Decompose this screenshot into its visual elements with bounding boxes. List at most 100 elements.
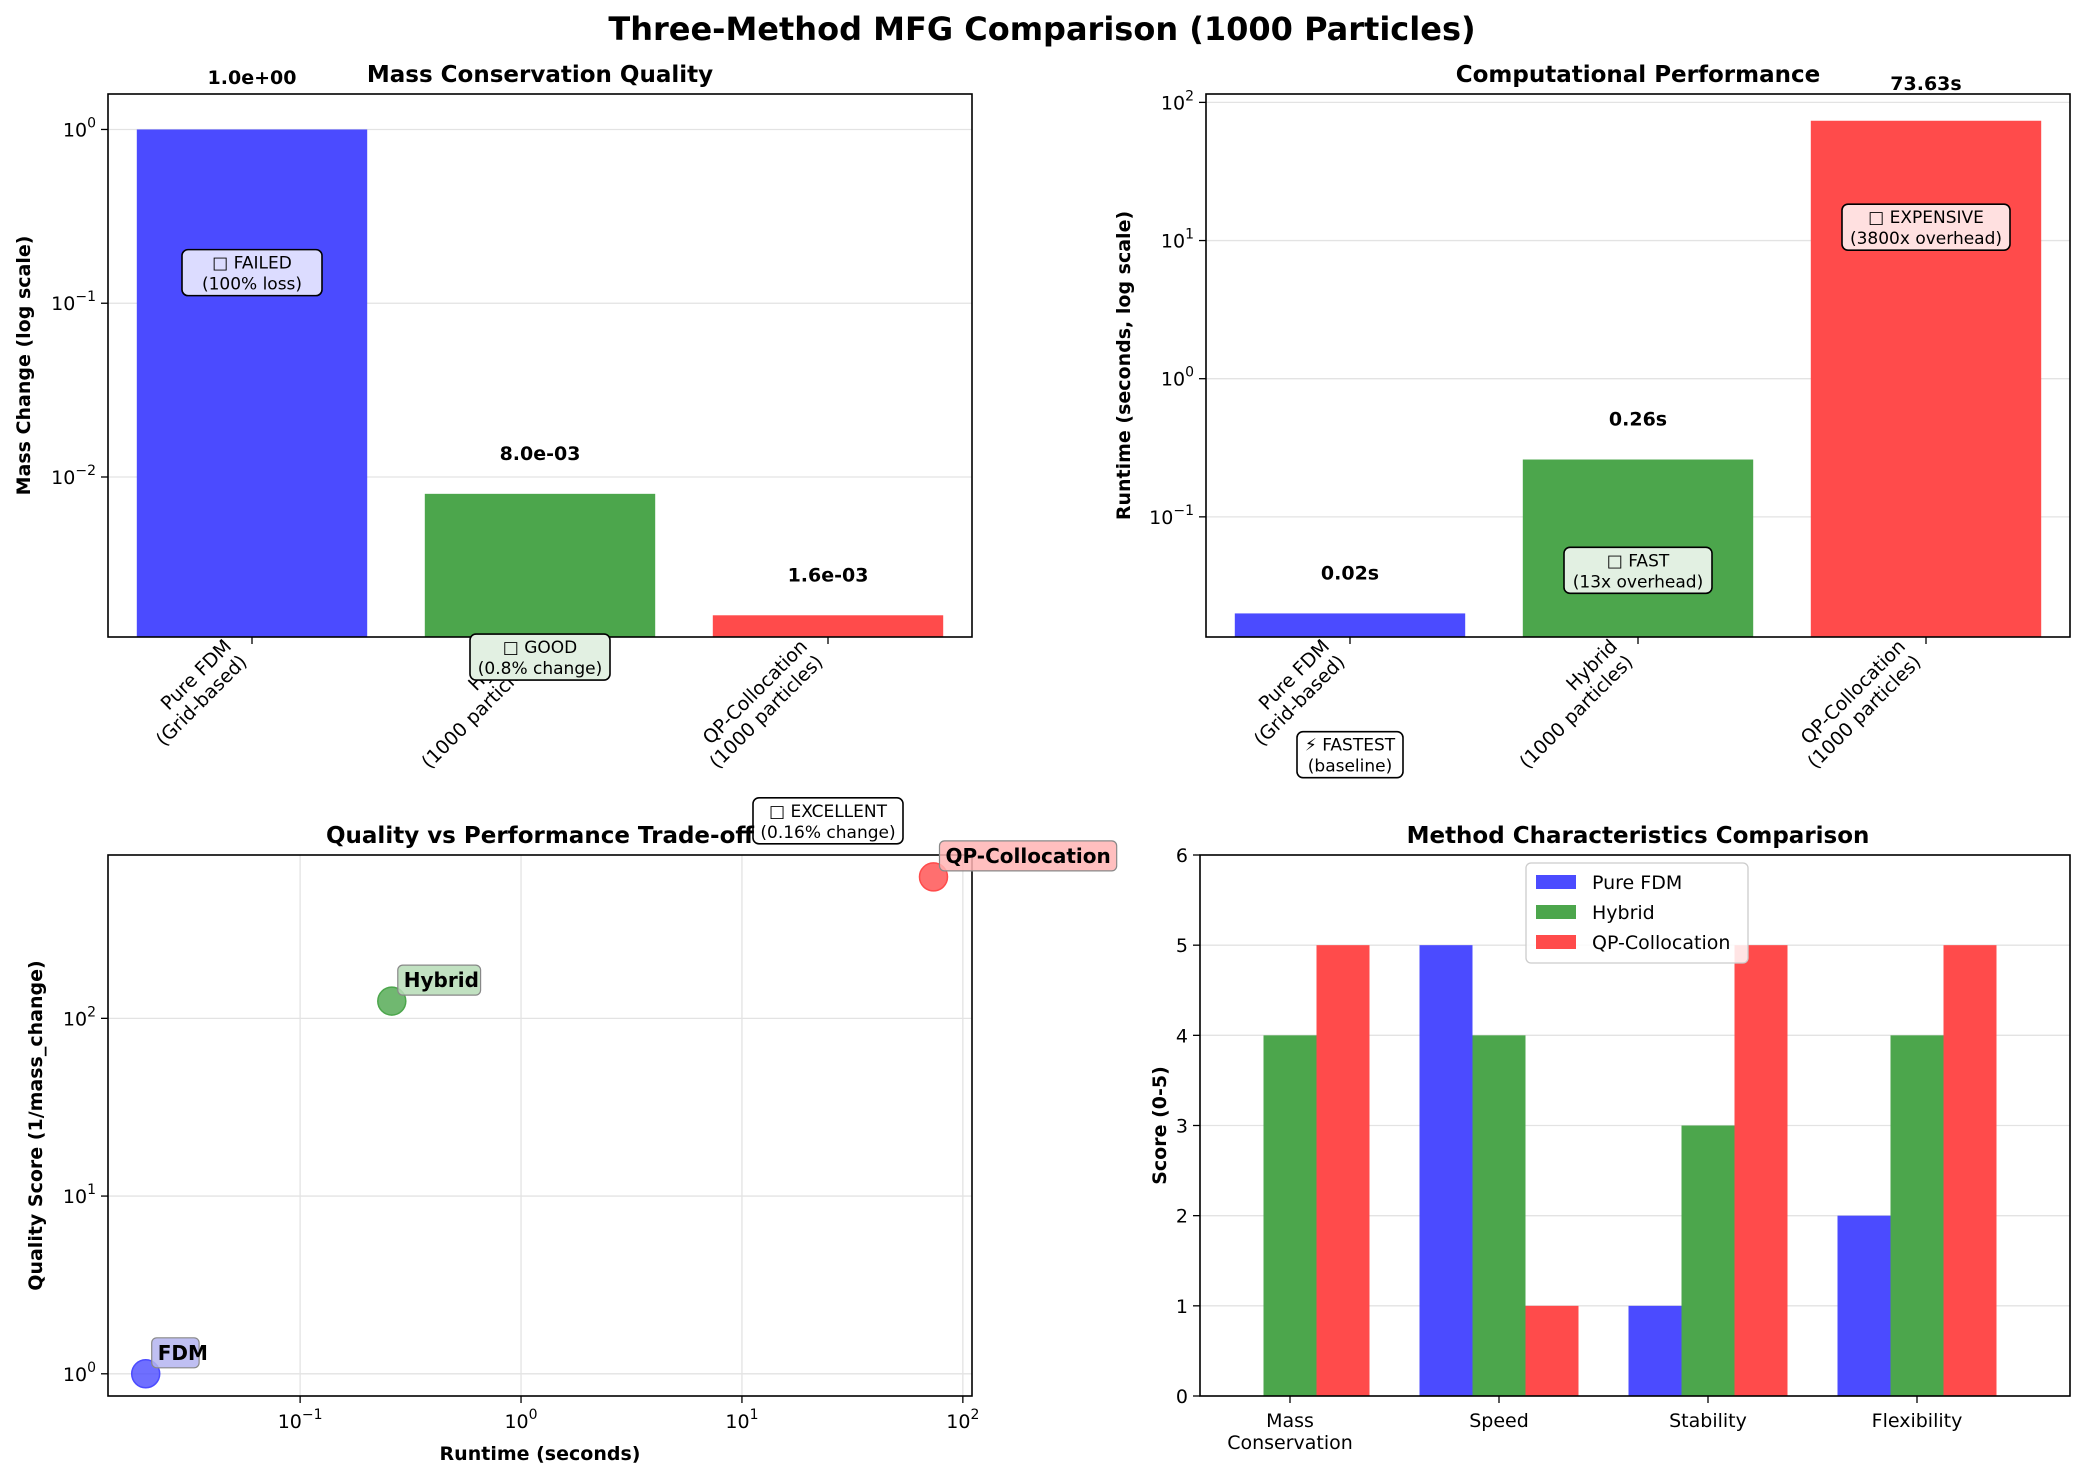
- point-label-box-0: [151, 1337, 200, 1369]
- x-tick-label: 101: [725, 1407, 758, 1433]
- point-1: [377, 986, 407, 1016]
- y-axis-label: Score (0-5): [1149, 1066, 1171, 1185]
- annotation-2-line2: (0.16% change): [760, 823, 895, 843]
- y-tick-label: 10−2: [51, 463, 96, 489]
- axes-frame: [1205, 93, 2071, 638]
- y-tick-label: 1: [1176, 1296, 1188, 1318]
- legend-swatch-0: [1536, 875, 1576, 889]
- category-label-2: QP-Collocation(1000 particles): [1788, 635, 1926, 773]
- bar-2: [712, 615, 944, 637]
- annotation-0-line1: □ FAILED: [212, 254, 292, 274]
- bar-2: [1810, 120, 2042, 637]
- bar-2-3: [1943, 945, 1997, 1396]
- y-tick-label: 101: [63, 1182, 96, 1208]
- value-label-0: 0.02s: [1321, 562, 1379, 584]
- bar-1: [424, 493, 656, 637]
- category-label-3: Flexibility: [1872, 1410, 1963, 1432]
- annotation-1-line2: (13x overhead): [1573, 572, 1703, 592]
- y-tick-label: 102: [63, 1004, 96, 1030]
- annotation-2-line1: □ EXCELLENT: [769, 802, 888, 822]
- point-2: [918, 862, 949, 892]
- category-label-1: Hybrid(1000 particles): [1500, 635, 1638, 773]
- y-tick-label: 5: [1176, 935, 1188, 957]
- legend: Pure FDM Hybrid QP-Collocation: [1525, 862, 1749, 964]
- category-label-1: Speed: [1469, 1410, 1529, 1432]
- x-tick-label: 100: [504, 1407, 537, 1433]
- point-label-box-2: [938, 840, 1118, 872]
- bar-1-0: [1263, 1035, 1317, 1396]
- y-tick-label: 102: [1161, 88, 1194, 114]
- y-tick-label: 4: [1176, 1025, 1188, 1047]
- y-axis-label: Mass Change (log scale): [13, 236, 35, 496]
- annotation-1-box: [469, 633, 611, 681]
- legend-label-0: Pure FDM: [1592, 872, 1682, 894]
- chart-title: Method Characteristics Comparison: [1407, 823, 1870, 849]
- bar-1-2: [1681, 1125, 1735, 1396]
- category-label-0: Mass: [1266, 1410, 1314, 1432]
- chart-title: Computational Performance: [1456, 62, 1821, 88]
- legend-frame: [1525, 862, 1749, 964]
- point-0: [130, 1359, 161, 1389]
- point-label-1: Hybrid: [404, 968, 479, 992]
- bar-0-3: [1837, 1215, 1891, 1396]
- legend-swatch-2: [1536, 935, 1576, 949]
- bar-2-0: [1316, 945, 1370, 1396]
- annotation-1-box: [1563, 546, 1713, 595]
- y-tick-label: 100: [63, 1360, 96, 1386]
- annotation-1-line2: (0.8% change): [478, 659, 602, 679]
- bar-0: [1234, 613, 1466, 637]
- y-axis-label: Runtime (seconds, log scale): [1113, 211, 1135, 520]
- legend-label-2: QP-Collocation: [1592, 932, 1730, 954]
- bar-0-1: [1419, 945, 1473, 1396]
- bar-0-2: [1628, 1305, 1682, 1396]
- annotation-1-line1: □ GOOD: [503, 638, 578, 658]
- annotation-1-line1: □ FAST: [1607, 551, 1670, 571]
- annotation-0-line2: (100% loss): [202, 275, 302, 295]
- chart-title: Mass Conservation Quality: [367, 62, 713, 88]
- y-tick-label: 0: [1176, 1386, 1188, 1408]
- chart-title: Quality vs Performance Trade-off: [326, 823, 754, 849]
- x-tick-label: 10−1: [278, 1407, 323, 1433]
- bar-2-2: [1734, 945, 1788, 1396]
- category-label-0: Conservation: [1227, 1432, 1353, 1454]
- bar-1-1: [1472, 1035, 1526, 1396]
- legend-swatch-1: [1536, 905, 1576, 919]
- y-tick-label: 2: [1176, 1206, 1188, 1228]
- category-label-2: Stability: [1669, 1410, 1747, 1432]
- bar-2-1: [1525, 1305, 1579, 1396]
- value-label-2: 73.63s: [1890, 73, 1961, 95]
- y-axis-label: Quality Score (1/mass_change): [25, 960, 47, 1290]
- value-label-0: 1.0e+00: [208, 67, 297, 89]
- tradeoff-panel: 10−1 100 101 102 102 101 100 FDM Hybrid QP-Colloc…: [25, 823, 1118, 1465]
- y-tick-label: 3: [1176, 1116, 1188, 1138]
- x-axis-label: Runtime (seconds): [440, 1443, 641, 1465]
- y-tick-label: 10−1: [1149, 503, 1194, 529]
- value-label-2: 1.6e-03: [788, 564, 869, 586]
- point-label-2: QP-Collocation: [945, 844, 1110, 868]
- category-label-2: QP-Collocation(1000 particles): [690, 635, 828, 773]
- bar-1-3: [1890, 1035, 1944, 1396]
- annotation-0-box: [181, 248, 323, 297]
- point-label-box-1: [397, 964, 482, 996]
- figure-title: Three-Method MFG Comparison (1000 Partic…: [608, 10, 1475, 48]
- value-label-1: 8.0e-03: [500, 443, 581, 465]
- legend-label-1: Hybrid: [1592, 902, 1655, 924]
- y-tick-label: 100: [63, 115, 96, 141]
- y-tick-label: 6: [1176, 845, 1188, 867]
- y-tick-label: 100: [1161, 365, 1194, 391]
- annotation-0-line1: ⚡ FASTEST: [1305, 736, 1396, 756]
- annotation-0-box: [1296, 730, 1404, 779]
- x-tick-label: 102: [946, 1407, 979, 1433]
- annotation-2-box: [752, 797, 904, 845]
- annotation-2-box: [1841, 203, 2011, 251]
- annotation-2-line1: □ EXPENSIVE: [1868, 208, 1984, 228]
- value-label-1: 0.26s: [1609, 409, 1667, 431]
- annotation-2-line2: (3800x overhead): [1850, 229, 2002, 249]
- point-label-0: FDM: [158, 1341, 208, 1365]
- y-tick-label: 101: [1161, 227, 1194, 253]
- axes-frame: [107, 854, 973, 1397]
- mass-conservation-panel: 100 10−1 10−2 1.0e+00 Pure FDM(Grid-based) 8.…: [13, 62, 973, 845]
